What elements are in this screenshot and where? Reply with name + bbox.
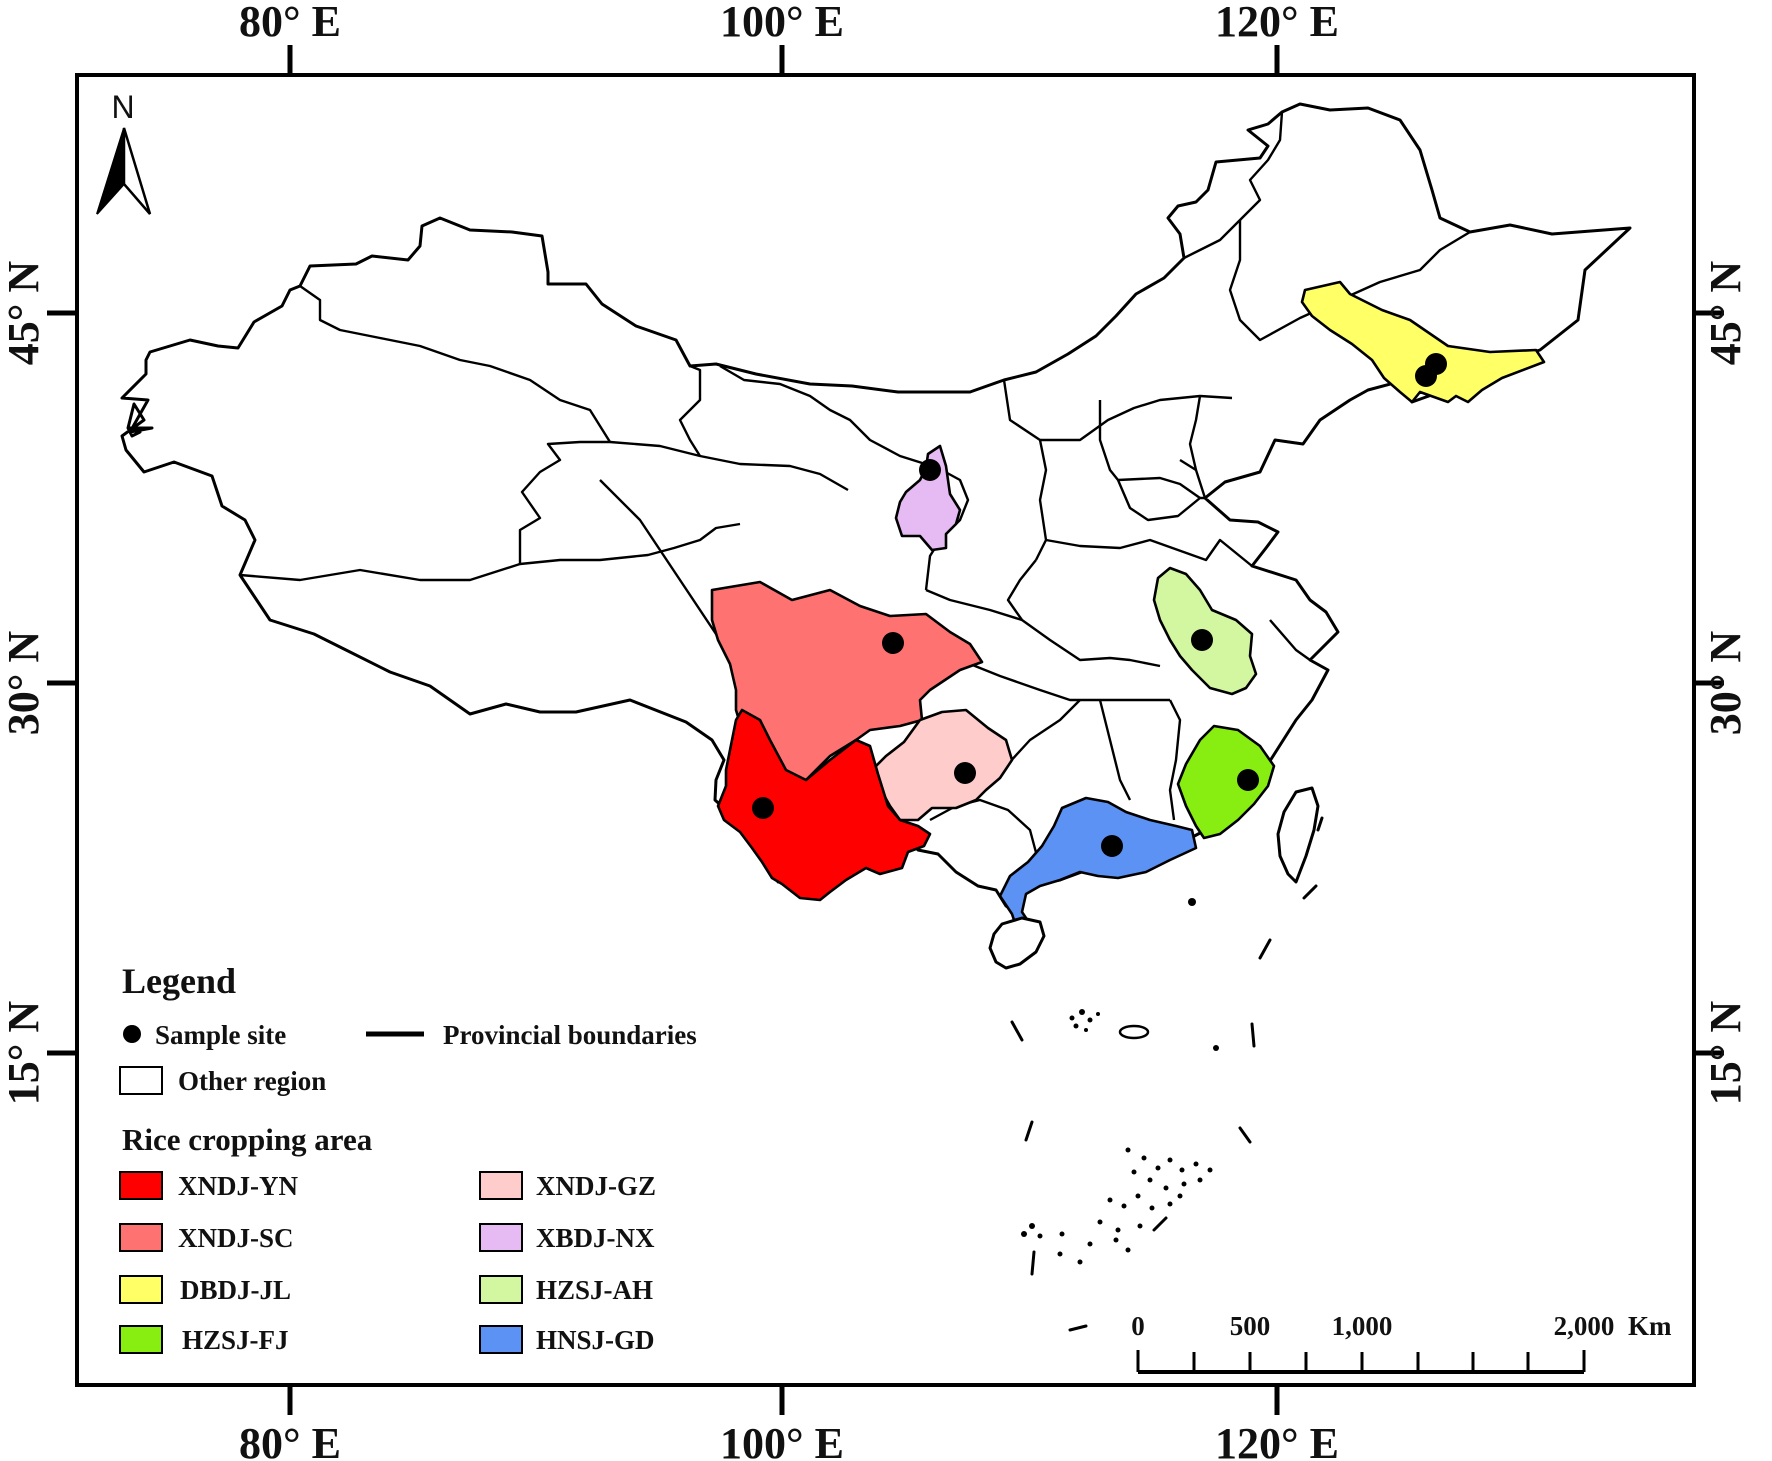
scale-bar: 0 500 1,000 2,000 Km bbox=[1131, 1311, 1672, 1374]
scale-tick-label-0: 0 bbox=[1131, 1311, 1145, 1341]
legend-other-region-swatch bbox=[119, 1066, 163, 1095]
legend-swatch-6 bbox=[479, 1275, 523, 1304]
scale-tick-label-1000: 1,000 bbox=[1332, 1311, 1393, 1341]
sample-sites bbox=[752, 353, 1447, 857]
region-xbdj-nx bbox=[894, 444, 962, 552]
legend-boundaries-label: Provincial boundaries bbox=[443, 1020, 697, 1050]
bottom-label-80e: 80° E bbox=[239, 1419, 341, 1461]
legend-other-region-label: Other region bbox=[178, 1066, 326, 1096]
legend-area-label-2: DBDJ-JL bbox=[180, 1275, 291, 1305]
legend-swatch-5 bbox=[479, 1223, 523, 1252]
scale-unit-label: Km bbox=[1628, 1311, 1672, 1341]
bottom-label-120e: 120° E bbox=[1215, 1419, 1339, 1461]
legend: Legend Sample site Provincial boundaries… bbox=[119, 961, 697, 1355]
legend-area-label-4: XNDJ-GZ bbox=[536, 1171, 656, 1201]
scale-tick-label-2000: 2,000 bbox=[1554, 1311, 1615, 1341]
legend-sample-site-icon bbox=[123, 1025, 141, 1043]
legend-rice-areas: XNDJ-YN XNDJ-SC DBDJ-JL HZSJ-FJ XNDJ-GZ … bbox=[119, 1171, 656, 1355]
region-dbdj-jl bbox=[1300, 280, 1546, 404]
sample-site-jl-2 bbox=[1415, 365, 1437, 387]
hainan-island bbox=[988, 916, 1046, 970]
sample-site-gz bbox=[954, 762, 976, 784]
legend-swatch-4 bbox=[479, 1171, 523, 1200]
top-label-100e: 100° E bbox=[720, 0, 844, 46]
china-mainland-outline bbox=[120, 102, 1632, 914]
sample-site-ah bbox=[1191, 629, 1213, 651]
provincial-boundaries bbox=[239, 111, 1471, 861]
sample-site-fj bbox=[1237, 769, 1259, 791]
sample-site-nx bbox=[919, 459, 941, 481]
legend-swatch-1 bbox=[119, 1223, 163, 1252]
legend-area-label-5: XBDJ-NX bbox=[536, 1223, 655, 1253]
south-china-sea-dashes bbox=[1010, 816, 1324, 1332]
region-xndj-yn bbox=[716, 708, 932, 902]
north-arrow-label: N bbox=[111, 89, 134, 125]
left-label-15n: 15° N bbox=[0, 1001, 48, 1106]
right-label-30n: 30° N bbox=[1701, 631, 1750, 736]
north-arrow-icon: N bbox=[96, 89, 152, 215]
top-label-120e: 120° E bbox=[1215, 0, 1339, 46]
legend-sample-site-label: Sample site bbox=[155, 1020, 286, 1050]
right-label-15n: 15° N bbox=[1701, 1001, 1750, 1106]
legend-title: Legend bbox=[122, 961, 236, 1001]
left-label-45n: 45° N bbox=[0, 261, 48, 366]
legend-swatch-0 bbox=[119, 1171, 163, 1200]
region-hnsj-gd bbox=[998, 796, 1198, 934]
legend-swatch-2 bbox=[119, 1275, 163, 1304]
sample-site-yn bbox=[752, 797, 774, 819]
legend-area-label-1: XNDJ-SC bbox=[178, 1223, 294, 1253]
legend-area-label-7: HNSJ-GD bbox=[536, 1325, 655, 1355]
legend-area-label-3: HZSJ-FJ bbox=[182, 1325, 289, 1355]
south-china-sea-islands bbox=[1021, 898, 1219, 1265]
region-xndj-sc bbox=[710, 580, 984, 782]
taiwan-island bbox=[1276, 786, 1320, 884]
sample-site-sc bbox=[882, 632, 904, 654]
bottom-label-100e: 100° E bbox=[720, 1419, 844, 1461]
legend-swatch-7 bbox=[479, 1325, 523, 1354]
right-label-45n: 45° N bbox=[1701, 261, 1750, 366]
sample-site-gd bbox=[1101, 835, 1123, 857]
legend-rice-title: Rice cropping area bbox=[122, 1122, 373, 1157]
legend-area-label-6: HZSJ-AH bbox=[536, 1275, 653, 1305]
frame-ticks bbox=[47, 45, 1724, 1415]
legend-swatch-3 bbox=[119, 1325, 163, 1354]
region-hzsj-fj bbox=[1176, 724, 1276, 840]
top-label-80e: 80° E bbox=[239, 0, 341, 46]
legend-area-label-0: XNDJ-YN bbox=[178, 1171, 298, 1201]
scale-tick-label-500: 500 bbox=[1230, 1311, 1271, 1341]
left-label-30n: 30° N bbox=[0, 631, 48, 736]
